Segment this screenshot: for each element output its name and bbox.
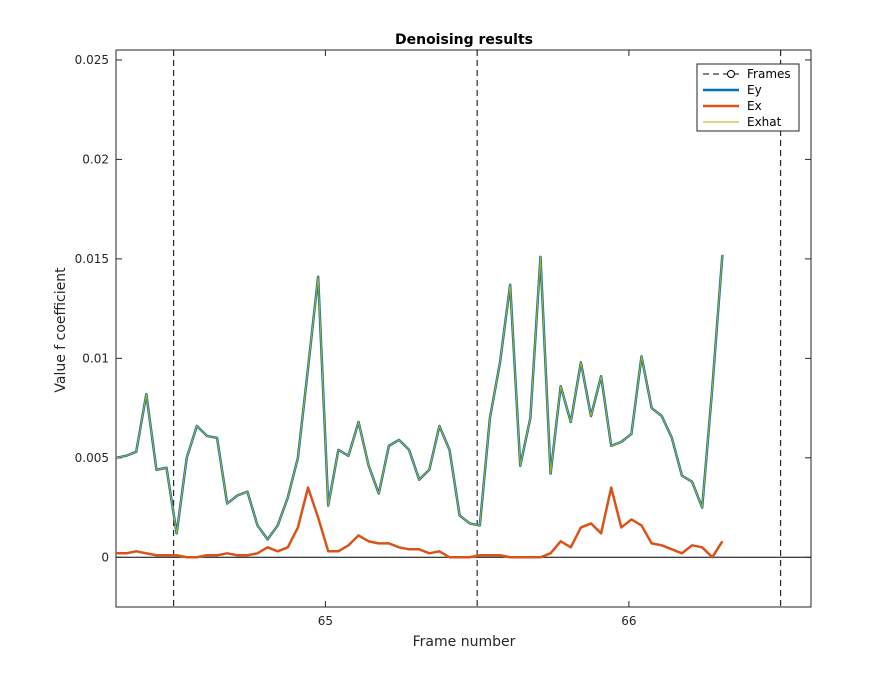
plot-area (115, 49, 812, 608)
y-tick-label: 0.005 (75, 451, 109, 465)
chart-title: Denoising results (395, 32, 533, 48)
x-axis-label: Frame number (413, 634, 516, 650)
series-ex-line (116, 486, 724, 559)
y-tick-label: 0 (101, 550, 109, 564)
legend-label-ey: Ey (747, 83, 762, 97)
y-tick-label: 0.02 (82, 152, 109, 166)
x-tick-label: 65 (318, 614, 333, 628)
y-tick-label: 0.01 (82, 351, 109, 365)
legend-label-exhat: Exhat (747, 115, 782, 129)
legend-label-frames: Frames (747, 67, 791, 81)
legend-label-ex: Ex (747, 99, 762, 113)
legend-marker-frames (727, 70, 735, 78)
x-tick-label: 66 (621, 614, 636, 628)
y-axis-label: Value f coefficient (53, 267, 69, 393)
y-tick-label: 0.025 (75, 53, 109, 67)
legend-box (696, 63, 800, 132)
y-tick-label: 0.015 (75, 252, 109, 266)
series-exhat-line (115, 254, 723, 540)
